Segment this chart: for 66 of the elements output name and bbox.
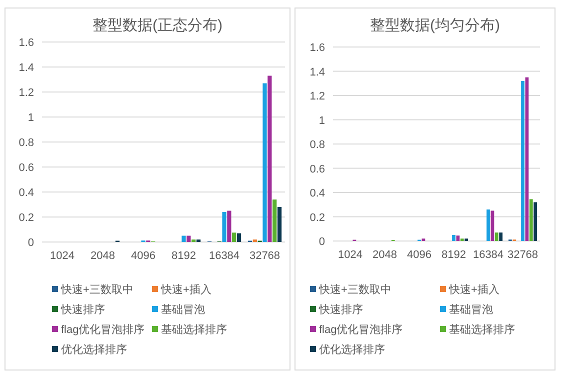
legend-label: 快速+插入 xyxy=(160,283,212,296)
legend-label: 快速+三数取中 xyxy=(60,283,134,296)
y-tick-label: 0.6 xyxy=(18,162,34,174)
bar xyxy=(277,207,282,242)
y-tick-label: 1 xyxy=(28,112,34,124)
y-tick-label: 0.2 xyxy=(18,212,34,224)
x-tick-label: 2048 xyxy=(372,249,397,261)
y-tick-label: 0 xyxy=(318,236,325,248)
legend-label: 快速排序 xyxy=(60,303,105,316)
y-tick-label: 1 xyxy=(318,114,325,127)
bar xyxy=(456,236,460,241)
legend-label: 基础冒泡 xyxy=(449,303,493,316)
bar xyxy=(494,232,498,241)
x-tick-label: 1024 xyxy=(338,249,362,261)
legend-label: flag优化冒泡排序 xyxy=(319,323,403,336)
x-tick-label: 32768 xyxy=(507,249,538,261)
legend-label: 快速+插入 xyxy=(448,283,500,296)
x-tick-label: 16384 xyxy=(208,250,240,262)
y-tick-label: 0.4 xyxy=(18,187,34,199)
bar xyxy=(262,83,267,242)
bar xyxy=(268,76,272,242)
y-tick-label: 0.8 xyxy=(18,137,34,149)
legend-label: 快速排序 xyxy=(318,303,363,316)
y-tick-label: 1.2 xyxy=(18,87,34,99)
bar xyxy=(452,234,456,241)
bar xyxy=(529,199,533,241)
x-tick-label: 4096 xyxy=(131,250,156,262)
x-tick-label: 16384 xyxy=(472,249,504,261)
legend-label: 基础选择排序 xyxy=(161,323,227,336)
x-tick-label: 8192 xyxy=(442,249,466,261)
x-tick-label: 32768 xyxy=(249,250,280,262)
bar xyxy=(534,202,538,241)
bar xyxy=(236,233,242,242)
y-tick-label: 0 xyxy=(28,237,34,249)
y-tick-label: 1.4 xyxy=(310,66,325,78)
legend-label: 基础冒泡 xyxy=(161,303,205,316)
y-tick-label: 1.4 xyxy=(18,62,34,74)
legend-label: 快速+三数取中 xyxy=(318,283,392,296)
bar xyxy=(186,236,191,242)
bar xyxy=(182,236,186,242)
bar xyxy=(486,209,490,241)
legend-label: 优化选择排序 xyxy=(61,343,127,356)
y-tick-label: 0.2 xyxy=(310,212,325,224)
legend-label: flag优化冒泡排序 xyxy=(61,323,145,336)
bar xyxy=(525,77,529,241)
x-tick-label: 8192 xyxy=(172,250,196,262)
x-tick-label: 4096 xyxy=(407,249,432,261)
y-tick-label: 0.8 xyxy=(310,139,325,151)
y-tick-label: 0.4 xyxy=(310,188,325,200)
y-tick-label: 0.6 xyxy=(310,163,325,176)
bar xyxy=(232,232,236,242)
bar xyxy=(222,212,226,242)
y-tick-label: 1.2 xyxy=(310,90,325,102)
x-tick-label: 1024 xyxy=(50,250,74,262)
legend-label: 优化选择排序 xyxy=(319,343,385,356)
chart-title: 整型数据(均匀分布) xyxy=(370,17,500,34)
bar xyxy=(490,210,494,241)
bar xyxy=(521,80,524,241)
chart-title: 整型数据(正态分布) xyxy=(92,17,222,34)
bar xyxy=(227,210,232,242)
x-tick-label: 2048 xyxy=(90,250,115,262)
bar xyxy=(499,232,503,241)
y-tick-label: 1.6 xyxy=(310,42,325,54)
bar xyxy=(272,200,277,242)
y-tick-label: 1.6 xyxy=(18,37,34,49)
legend-label: 基础选择排序 xyxy=(449,323,515,336)
